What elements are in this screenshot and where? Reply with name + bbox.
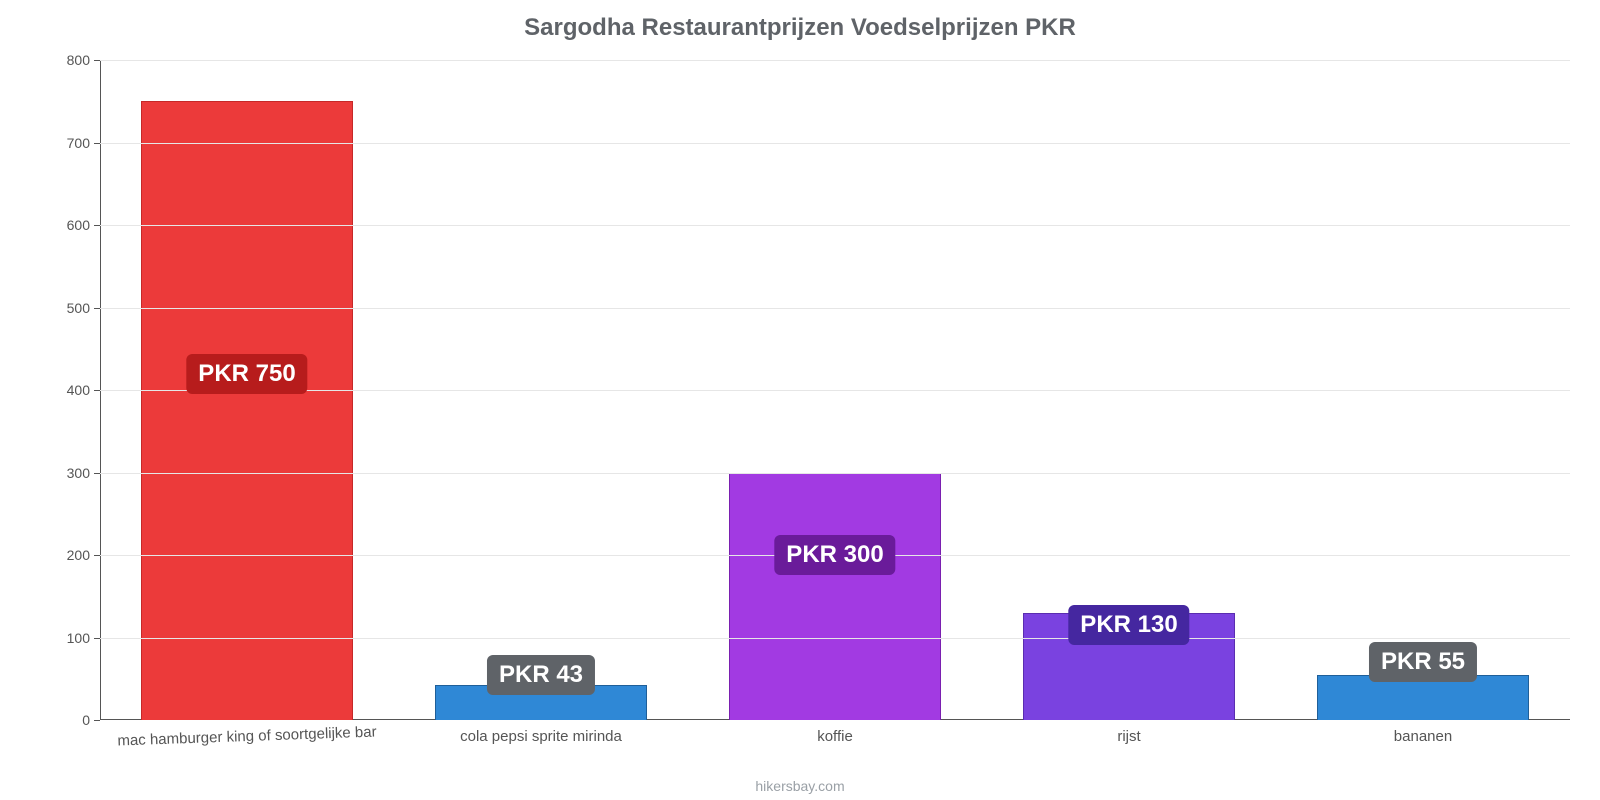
bar — [729, 473, 941, 721]
ytick-label: 200 — [67, 547, 100, 563]
value-badge: PKR 130 — [1068, 605, 1189, 645]
value-badge: PKR 750 — [186, 354, 307, 394]
value-badge: PKR 55 — [1369, 642, 1477, 682]
gridline — [100, 225, 1570, 226]
gridline — [100, 143, 1570, 144]
gridline — [100, 638, 1570, 639]
ytick-label: 700 — [67, 135, 100, 151]
gridline — [100, 308, 1570, 309]
ytick-label: 400 — [67, 382, 100, 398]
ytick-label: 0 — [82, 712, 100, 728]
x-axis-label: bananen — [1394, 728, 1452, 745]
bar — [141, 101, 353, 720]
ytick-label: 100 — [67, 630, 100, 646]
chart-container: Sargodha Restaurantprijzen Voedselprijze… — [0, 0, 1600, 800]
chart-title: Sargodha Restaurantprijzen Voedselprijze… — [0, 0, 1600, 42]
x-axis-label: mac hamburger king of soortgelijke bar — [117, 723, 377, 749]
ytick-label: 800 — [67, 52, 100, 68]
plot-area: 0100200300400500600700800mac hamburger k… — [100, 60, 1570, 720]
ytick-label: 500 — [67, 300, 100, 316]
gridline — [100, 390, 1570, 391]
value-badge: PKR 300 — [774, 535, 895, 575]
ytick-label: 600 — [67, 217, 100, 233]
value-badge: PKR 43 — [487, 655, 595, 695]
gridline — [100, 473, 1570, 474]
ytick-label: 300 — [67, 465, 100, 481]
x-axis-label: rijst — [1117, 728, 1140, 745]
x-axis-label: cola pepsi sprite mirinda — [460, 728, 622, 745]
gridline — [100, 60, 1570, 61]
x-axis-label: koffie — [817, 728, 853, 745]
attribution-text: hikersbay.com — [755, 778, 844, 794]
